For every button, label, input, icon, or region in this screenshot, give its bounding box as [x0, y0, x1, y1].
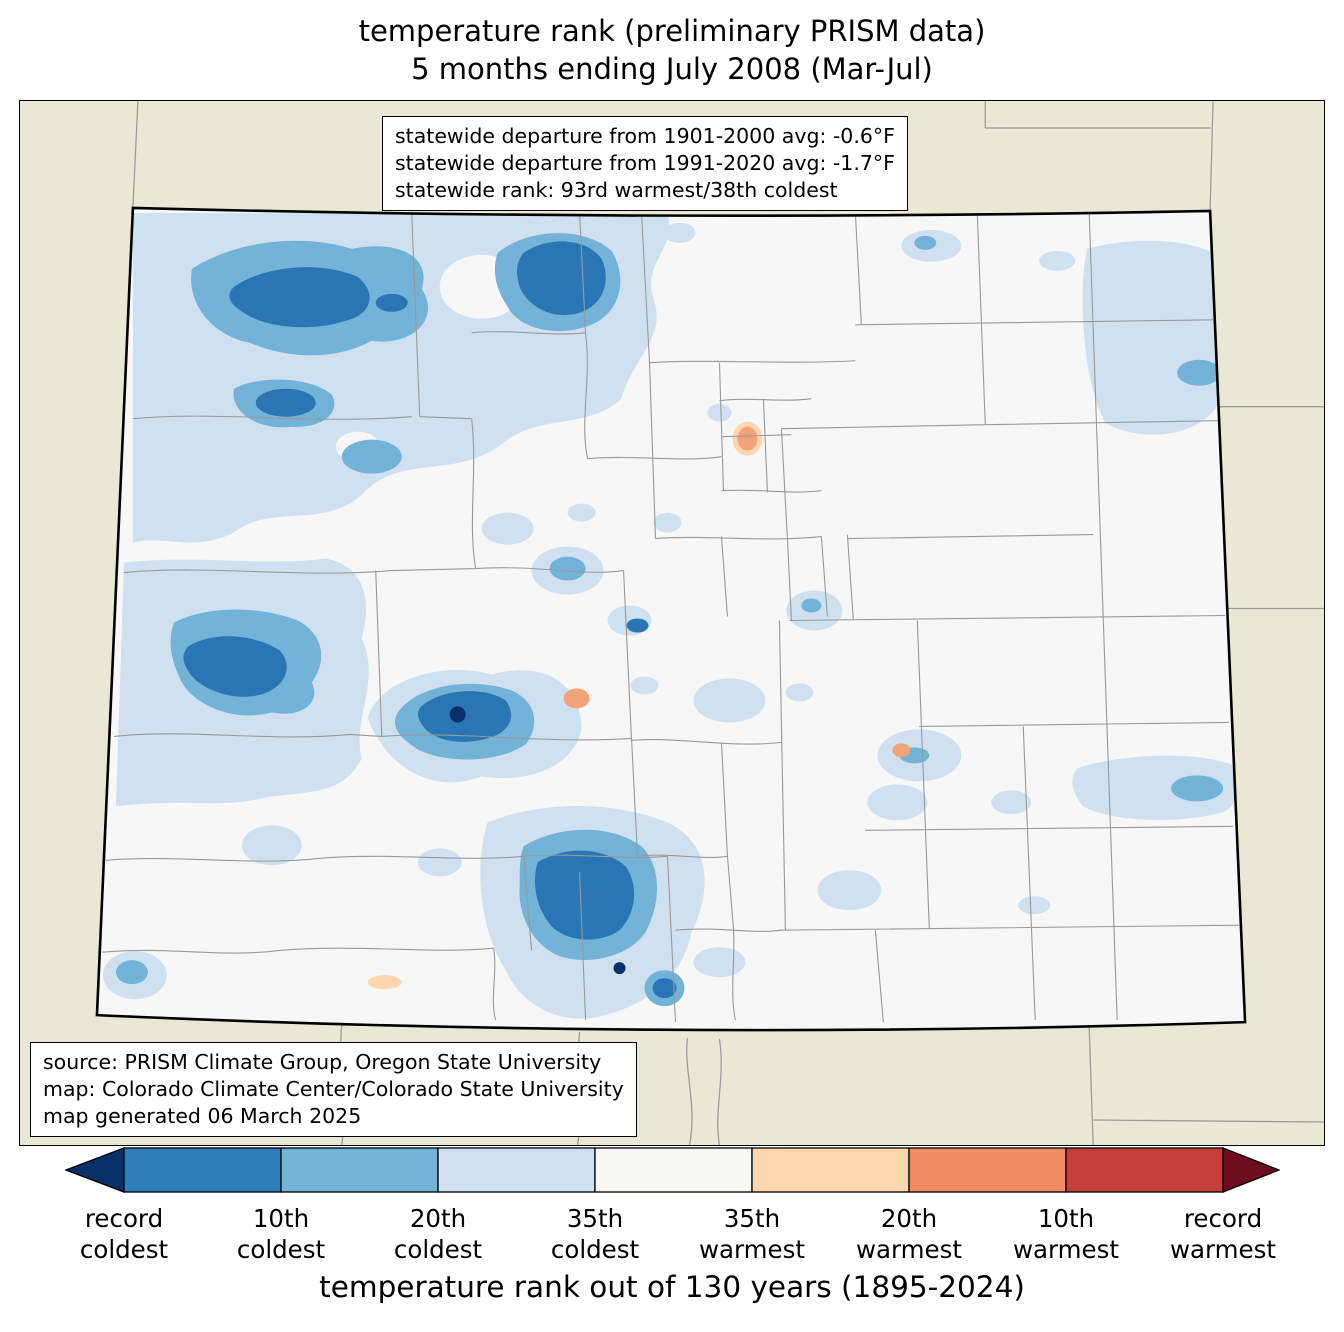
- colorbar-label-20th-warmest: 20th warmest: [855, 1204, 963, 1264]
- colorado-state-border: [95, 206, 1247, 1032]
- colorbar-arrow-record-coldest: [65, 1147, 125, 1193]
- stats-box: statewide departure from 1901-2000 avg: …: [382, 116, 908, 212]
- colorbar-segment: [908, 1147, 1067, 1193]
- map-title: temperature rank (preliminary PRISM data…: [0, 12, 1344, 89]
- colorbar: [65, 1147, 1280, 1193]
- title-line-2: 5 months ending July 2008 (Mar-Jul): [411, 52, 933, 87]
- colorbar-label-35th-coldest: 35th coldest: [550, 1204, 640, 1264]
- colorbar-label-10th-coldest: 10th coldest: [236, 1204, 326, 1264]
- title-line-1: temperature rank (preliminary PRISM data…: [358, 14, 986, 48]
- colorbar-label-20th-coldest: 20th coldest: [393, 1204, 483, 1264]
- source-line-1: source: PRISM Climate Group, Oregon Stat…: [43, 1050, 602, 1074]
- stats-line-3: statewide rank: 93rd warmest/38th coldes…: [395, 178, 838, 203]
- colorbar-segment: [751, 1147, 910, 1193]
- county-boundaries: [101, 212, 1240, 1023]
- colorbar-segment: [123, 1147, 282, 1193]
- colorbar-label-10th-warmest: 10th warmest: [1012, 1204, 1120, 1264]
- source-line-3: map generated 06 March 2025: [43, 1104, 362, 1129]
- source-box: source: PRISM Climate Group, Oregon Stat…: [30, 1042, 637, 1138]
- warm-anomaly-spots: [367, 421, 911, 990]
- source-line-2: map: Colorado Climate Center/Colorado St…: [43, 1077, 624, 1102]
- colorbar-arrow-record-warmest: [1222, 1147, 1280, 1193]
- colorbar-label-35th-warmest: 35th warmest: [698, 1204, 806, 1264]
- map-frame: statewide departure from 1901-2000 avg: …: [19, 100, 1325, 1146]
- stats-line-2: statewide departure from 1991-2020 avg: …: [395, 151, 895, 176]
- colorbar-segment: [1065, 1147, 1224, 1193]
- stats-line-1: statewide departure from 1901-2000 avg: …: [395, 124, 895, 148]
- colorbar-caption: temperature rank out of 130 years (1895-…: [319, 1270, 1025, 1304]
- colorbar-label-record-coldest: record coldest: [79, 1204, 169, 1264]
- colorbar-segment: [594, 1147, 753, 1193]
- colorbar-label-record-warmest: record warmest: [1169, 1204, 1277, 1264]
- colorbar-segment: [437, 1147, 596, 1193]
- colorbar-segment: [280, 1147, 439, 1193]
- colorado-temperature-rank-map: [20, 101, 1324, 1145]
- record-coldest-spots: [449, 706, 626, 975]
